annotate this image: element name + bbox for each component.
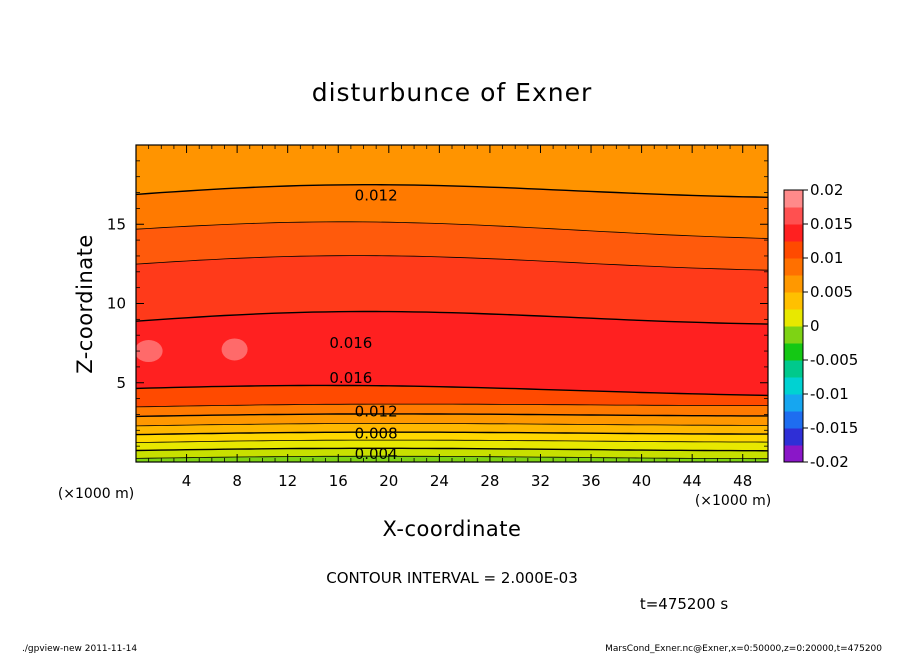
colorbar-swatch	[784, 224, 803, 242]
colorbar-tick-label: 0.005	[810, 283, 853, 301]
x-tick-label: 32	[531, 472, 550, 490]
colorbar-tick-label: 0	[810, 317, 820, 335]
contour-line	[136, 447, 768, 452]
colorbar-swatch	[784, 258, 803, 276]
colorbar-swatch	[784, 394, 803, 412]
y-unit-label: (×1000 m)	[58, 486, 134, 502]
x-tick-label: 12	[278, 472, 297, 490]
contour-label: 0.016	[329, 334, 372, 352]
x-tick-label: 8	[232, 472, 242, 490]
contour-line	[136, 184, 768, 198]
contour-line	[136, 403, 768, 408]
colorbar-swatch	[784, 190, 803, 208]
colorbar-ticks: 0.02 0.015 0.01 0.005 0 -0.005 -0.01 -0.015 -0.0…	[803, 181, 858, 471]
x-tick-label: 48	[733, 472, 752, 490]
contour-labels: 0.012 0.016 0.016 0.012 0.008 0.004	[329, 187, 397, 463]
x-tick-label: 44	[683, 472, 702, 490]
colorbar-swatch	[784, 445, 803, 463]
x-axis-label: X-coordinate	[383, 517, 522, 541]
footer-left: ./gpview-new 2011-11-14	[22, 644, 137, 654]
colorbar-swatch	[784, 411, 803, 429]
contour-line	[136, 221, 768, 239]
x-tick-label: 24	[430, 472, 449, 490]
x-tick-label: 28	[480, 472, 499, 490]
y-tick-label: 5	[116, 374, 126, 392]
x-tick-label: 4	[182, 472, 192, 490]
colorbar-swatch	[784, 343, 803, 361]
colorbar-tick-label: -0.02	[810, 453, 849, 471]
contour-max-region	[136, 340, 163, 363]
contour-label: 0.012	[355, 402, 398, 420]
colorbar-swatch	[784, 360, 803, 378]
y-axis-ticks: 5 10 15	[107, 160, 768, 447]
colorbar-swatch	[784, 207, 803, 225]
colorbar-swatch	[784, 377, 803, 395]
colorbar-swatch	[784, 326, 803, 344]
x-tick-label: 20	[379, 472, 398, 490]
colorbar-tick-label: 0.015	[810, 215, 853, 233]
colorbar-tick-label: -0.015	[810, 419, 858, 437]
contour-max-region	[221, 338, 248, 361]
contour-line	[136, 310, 768, 325]
time-label: t=475200 s	[640, 595, 728, 613]
contour-interval-label: CONTOUR INTERVAL = 2.000E-03	[326, 569, 577, 587]
contour-line	[136, 413, 768, 418]
chart-title: disturbunce of Exner	[312, 78, 593, 107]
contour-label: 0.008	[355, 424, 398, 442]
contour-label: 0.012	[355, 187, 398, 205]
colorbar-tick-label: -0.01	[810, 385, 849, 403]
y-tick-label: 10	[107, 295, 126, 313]
contour-interval-value: 2.000E-03	[501, 569, 578, 587]
x-unit-label: (×1000 m)	[695, 493, 771, 509]
x-tick-label: 40	[632, 472, 651, 490]
contour-fill	[136, 145, 768, 462]
contour-line	[136, 455, 768, 460]
colorbar-swatch	[784, 309, 803, 327]
colorbar-tick-label: 0.01	[810, 249, 843, 267]
x-tick-label: 16	[329, 472, 348, 490]
contour-label: 0.004	[355, 445, 398, 463]
contour-label: 0.016	[329, 369, 372, 387]
contour-band	[136, 145, 768, 198]
contour-line	[136, 255, 768, 271]
colorbar-swatch	[784, 292, 803, 310]
y-axis-label: Z-coordinate	[73, 234, 97, 374]
colorbar-swatch	[784, 428, 803, 446]
y-tick-label: 15	[107, 215, 126, 233]
x-tick-label: 36	[581, 472, 600, 490]
colorbar	[783, 189, 804, 463]
colorbar-swatch	[784, 241, 803, 259]
x-axis-ticks: 4 8 12 16 20 24 28 32 36 40 44 48	[148, 145, 756, 490]
footer-right: MarsCond_Exner.nc@Exner,x=0:50000,z=0:20…	[605, 644, 882, 654]
contour-line	[136, 431, 768, 436]
colorbar-tick-label: -0.005	[810, 351, 858, 369]
colorbar-swatch	[784, 275, 803, 293]
contour-line	[136, 423, 768, 427]
contour-line	[136, 384, 768, 397]
contour-line	[136, 439, 768, 443]
contour-lines	[136, 184, 768, 460]
colorbar-tick-label: 0.02	[810, 181, 843, 199]
